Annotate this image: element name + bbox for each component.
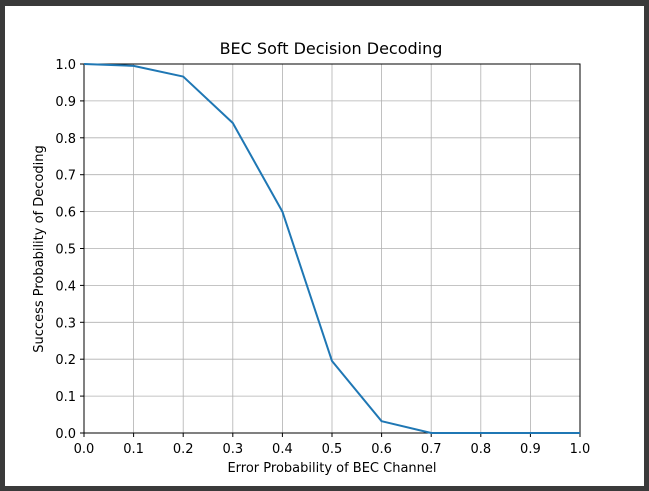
y-axis-label: Success Probability of Decoding [32, 145, 47, 352]
y-tick-label: 0.7 [55, 169, 76, 184]
y-tick-label: 0.8 [55, 132, 76, 147]
x-tick-label: 0.4 [272, 442, 293, 457]
y-tick-label: 0.0 [55, 427, 76, 442]
x-tick-label: 0.0 [74, 442, 95, 457]
y-tick-label: 0.9 [55, 95, 76, 110]
x-tick-label: 0.2 [173, 442, 194, 457]
x-tick-label: 0.3 [222, 442, 243, 457]
chart-title: BEC Soft Decision Decoding [220, 39, 443, 58]
y-tick-label: 0.4 [55, 279, 76, 294]
grid-lines [83, 63, 581, 434]
x-tick-label: 0.7 [421, 442, 442, 457]
y-axis: 0.0 0.1 0.2 0.3 0.4 0.5 0.6 0.7 0.8 0.9 1.0 [55, 58, 84, 442]
y-tick-label: 0.6 [55, 206, 76, 221]
x-tick-label: 1.0 [570, 442, 591, 457]
figure-canvas: BEC Soft Decision Decoding 0.0 0.1 0.2 0.3 0… [5, 6, 644, 486]
y-tick-label: 0.5 [55, 243, 76, 258]
y-tick-label: 0.3 [55, 316, 76, 331]
y-tick-label: 0.1 [55, 390, 76, 405]
x-tick-label: 0.1 [123, 442, 144, 457]
x-tick-label: 0.8 [470, 442, 491, 457]
series-group [83, 63, 581, 434]
y-tick-label: 0.2 [55, 353, 76, 368]
x-tick-label: 0.5 [322, 442, 343, 457]
x-axis: 0.0 0.1 0.2 0.3 0.4 0.5 0.6 0.7 0.8 0.9 1.0 [74, 433, 591, 457]
line-chart: BEC Soft Decision Decoding 0.0 0.1 0.2 0.3 0… [32, 39, 591, 476]
x-tick-label: 0.6 [371, 442, 392, 457]
x-axis-label: Error Probability of BEC Channel [227, 461, 436, 476]
y-tick-label: 1.0 [55, 58, 76, 73]
x-tick-label: 0.9 [520, 442, 541, 457]
